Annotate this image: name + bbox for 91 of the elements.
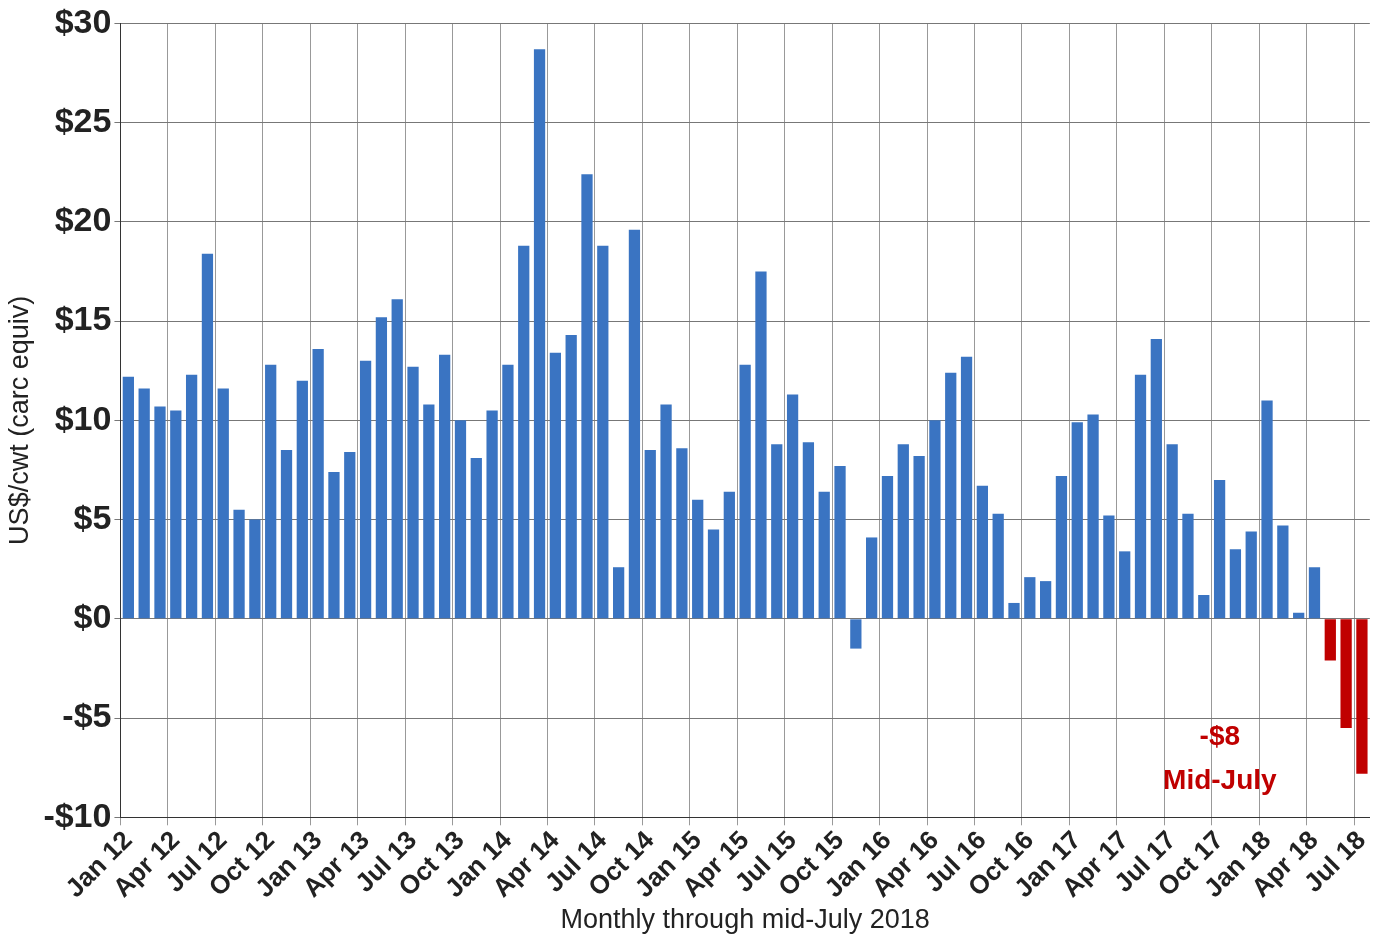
bar (850, 619, 862, 649)
bar (1245, 531, 1257, 619)
bar (786, 394, 799, 619)
bar (897, 444, 909, 619)
bar (280, 450, 293, 619)
bar (1261, 400, 1273, 619)
bar (470, 458, 482, 619)
y-axis-title: US$/cwt (carc equiv) (3, 295, 34, 545)
bar (122, 376, 134, 619)
y-tick-label: $25 (54, 101, 112, 140)
bar (1293, 612, 1305, 619)
annotation: -$8 Mid-July (1163, 720, 1278, 796)
bar (518, 245, 530, 619)
bar (486, 410, 498, 619)
bar (960, 356, 973, 619)
bar (312, 348, 324, 619)
bar (533, 49, 546, 619)
bar (1150, 338, 1162, 619)
bar (565, 335, 577, 619)
bar (391, 299, 403, 619)
bar (866, 537, 878, 619)
bar (818, 491, 830, 619)
bar (1055, 475, 1068, 619)
y-tick-label: $15 (54, 299, 112, 338)
bar (296, 380, 308, 619)
bar (1008, 602, 1020, 619)
bar (1071, 422, 1083, 619)
bar (375, 317, 388, 619)
bar (771, 444, 783, 619)
bar (1340, 619, 1352, 728)
bar (723, 491, 735, 619)
y-tick-label: $10 (54, 398, 112, 437)
bar (154, 406, 166, 619)
y-tick-label: $5 (73, 497, 112, 536)
bar (581, 174, 593, 619)
bar (945, 372, 957, 619)
bar (676, 448, 688, 619)
bar (439, 354, 451, 619)
bar (185, 374, 198, 619)
bar (1103, 515, 1115, 619)
bar (1024, 577, 1036, 619)
bar (834, 466, 846, 619)
bar (1182, 513, 1194, 619)
y-tick-label: $30 (54, 1, 112, 40)
bar (660, 404, 672, 619)
bar (328, 471, 340, 619)
bar (802, 442, 815, 619)
bar (138, 388, 150, 619)
bar (1166, 444, 1178, 619)
bar (1087, 414, 1099, 619)
bar (201, 253, 214, 619)
bar (707, 529, 720, 619)
bar (881, 475, 894, 619)
x-axis-title: Monthly through mid-July 2018 (560, 904, 930, 935)
y-tick-label: $0 (73, 597, 112, 636)
bar (929, 420, 941, 619)
bar (359, 360, 372, 619)
bar (549, 352, 561, 619)
bar (1134, 374, 1147, 619)
bar (1229, 549, 1242, 619)
y-tick-label: $20 (54, 200, 112, 239)
bar (454, 420, 467, 619)
bar (249, 519, 261, 619)
bar (976, 485, 988, 619)
bar (1119, 551, 1131, 619)
bar (1198, 595, 1210, 619)
bar (992, 513, 1004, 619)
bar (423, 404, 435, 619)
bar (502, 364, 514, 619)
bar (913, 456, 925, 619)
bar (612, 567, 625, 619)
bar (739, 364, 751, 619)
bar (755, 271, 767, 619)
bar (265, 364, 277, 619)
bar (692, 499, 704, 619)
bar (344, 452, 356, 619)
bar (597, 245, 609, 619)
bar (1356, 619, 1368, 774)
bar (1213, 479, 1226, 619)
bar (628, 229, 641, 619)
bar (170, 410, 182, 619)
bar (1324, 619, 1336, 661)
y-tick-label: -$10 (43, 795, 112, 834)
bar (644, 450, 656, 619)
bar (217, 388, 229, 619)
bar (1277, 525, 1289, 619)
bar (1308, 567, 1321, 619)
bar (407, 366, 419, 619)
y-tick-label: -$5 (62, 696, 112, 735)
bar (1039, 581, 1052, 619)
bar (233, 509, 245, 619)
